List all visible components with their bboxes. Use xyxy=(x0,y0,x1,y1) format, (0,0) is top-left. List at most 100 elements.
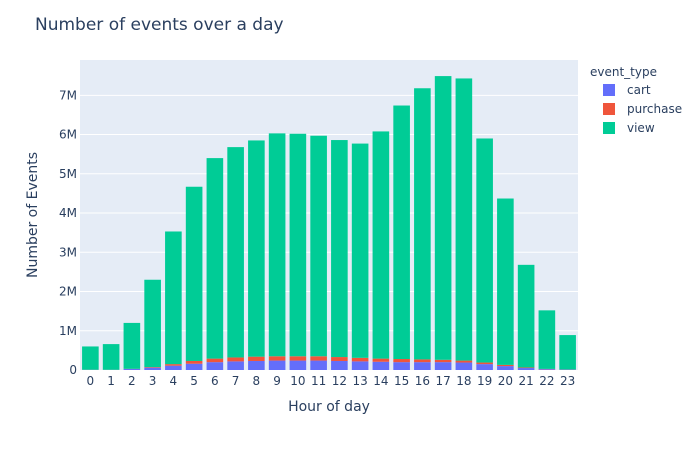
bar-view xyxy=(538,310,556,369)
bar-view xyxy=(248,140,265,357)
x-tick-label: 16 xyxy=(415,374,430,388)
plot-area xyxy=(80,60,578,370)
bar-cart xyxy=(144,367,161,370)
bar-purchase xyxy=(331,357,348,361)
bar-cart xyxy=(455,362,473,370)
x-tick-label: 1 xyxy=(107,374,115,388)
bar-view xyxy=(185,186,203,361)
bar-purchase xyxy=(268,356,286,361)
bar-view xyxy=(497,198,514,365)
bar-cart xyxy=(248,360,265,370)
bar-cart xyxy=(372,361,390,370)
x-tick-label: 10 xyxy=(290,374,305,388)
bar-purchase xyxy=(227,357,244,362)
bar-view xyxy=(517,264,535,368)
bar-view xyxy=(289,133,307,357)
y-gridlines xyxy=(80,94,578,332)
y-tick-label: 5M xyxy=(59,167,77,181)
x-tick-labels: 0 1 2 3 4 5 6 7 8 9 10 11 12 13 14 15 16 17 18 19 20 21 22 23 xyxy=(87,374,576,388)
x-tick-label: 21 xyxy=(518,374,533,388)
bar-cart xyxy=(497,366,514,370)
x-tick-label: 20 xyxy=(498,374,513,388)
legend-swatch-view xyxy=(603,122,615,134)
bar-purchase xyxy=(434,359,452,363)
chart-title: Number of events over a day xyxy=(35,15,284,35)
bar-view xyxy=(310,135,327,357)
bar-purchase xyxy=(455,360,473,363)
x-tick-label: 13 xyxy=(352,374,367,388)
x-tick-label: 5 xyxy=(190,374,198,388)
bar-cart xyxy=(206,362,224,370)
bar-purchase xyxy=(310,356,327,361)
bar-purchase xyxy=(372,358,390,362)
bar-purchase xyxy=(165,364,182,366)
bar-purchase xyxy=(414,359,431,363)
bar-view xyxy=(414,88,431,360)
x-tick-label: 17 xyxy=(435,374,450,388)
bar-purchase xyxy=(248,356,265,361)
legend-swatch-purchase xyxy=(603,103,615,115)
legend-title: event_type xyxy=(590,65,657,79)
x-tick-label: 8 xyxy=(253,374,261,388)
bar-cart xyxy=(185,363,203,370)
y-tick-labels: 0 1M 2M 3M 4M 5M 6M 7M xyxy=(59,88,77,377)
bar-cart xyxy=(538,369,556,370)
bar-cart xyxy=(434,362,452,370)
bar-view xyxy=(455,78,473,361)
x-tick-label: 4 xyxy=(170,374,178,388)
bar-cart xyxy=(227,361,244,370)
bar-purchase xyxy=(517,367,535,369)
x-tick-label: 0 xyxy=(87,374,95,388)
x-tick-label: 6 xyxy=(211,374,219,388)
bar-cart xyxy=(393,362,410,370)
bar-cart xyxy=(414,362,431,370)
bar-cart xyxy=(268,360,286,370)
bar-view xyxy=(102,344,120,370)
y-tick-label: 4M xyxy=(59,206,77,220)
bar-purchase xyxy=(351,357,369,362)
legend-label-cart: cart xyxy=(627,83,651,97)
bar-view xyxy=(206,158,224,359)
x-tick-label: 12 xyxy=(332,374,347,388)
bar-cart xyxy=(476,364,493,370)
bar-view xyxy=(393,105,410,360)
bar-view xyxy=(268,133,286,357)
x-tick-label: 3 xyxy=(149,374,157,388)
x-tick-label: 7 xyxy=(232,374,240,388)
bar-view xyxy=(434,76,452,360)
x-tick-label: 22 xyxy=(539,374,554,388)
y-tick-label: 6M xyxy=(59,128,77,142)
bar-view xyxy=(351,143,369,358)
bar-cart xyxy=(289,360,307,370)
bars-group xyxy=(82,76,576,370)
x-tick-label: 14 xyxy=(373,374,388,388)
y-tick-label: 0 xyxy=(69,363,77,377)
bar-purchase xyxy=(185,360,203,364)
x-tick-label: 23 xyxy=(560,374,575,388)
bar-view xyxy=(227,147,244,358)
bar-cart xyxy=(331,360,348,370)
x-axis-title: Hour of day xyxy=(288,399,370,415)
bar-purchase xyxy=(289,356,307,361)
y-axis-title: Number of Events xyxy=(25,152,41,278)
bar-cart xyxy=(165,365,182,370)
bar-cart xyxy=(351,361,369,370)
bar-purchase xyxy=(497,364,514,367)
bar-view xyxy=(559,335,576,370)
legend-label-view: view xyxy=(627,121,655,135)
bar-purchase xyxy=(206,358,224,363)
y-tick-label: 2M xyxy=(59,285,77,299)
bar-view xyxy=(144,279,161,368)
x-tick-label: 18 xyxy=(456,374,471,388)
bar-cart xyxy=(123,369,141,370)
bar-view xyxy=(476,138,493,363)
x-tick-label: 15 xyxy=(394,374,409,388)
x-tick-label: 2 xyxy=(128,374,136,388)
y-tick-label: 1M xyxy=(59,324,77,338)
bar-cart xyxy=(517,368,535,370)
bar-view xyxy=(165,231,182,365)
y-tick-label: 7M xyxy=(59,88,77,102)
bar-view xyxy=(82,346,99,370)
bar-purchase xyxy=(393,359,410,363)
